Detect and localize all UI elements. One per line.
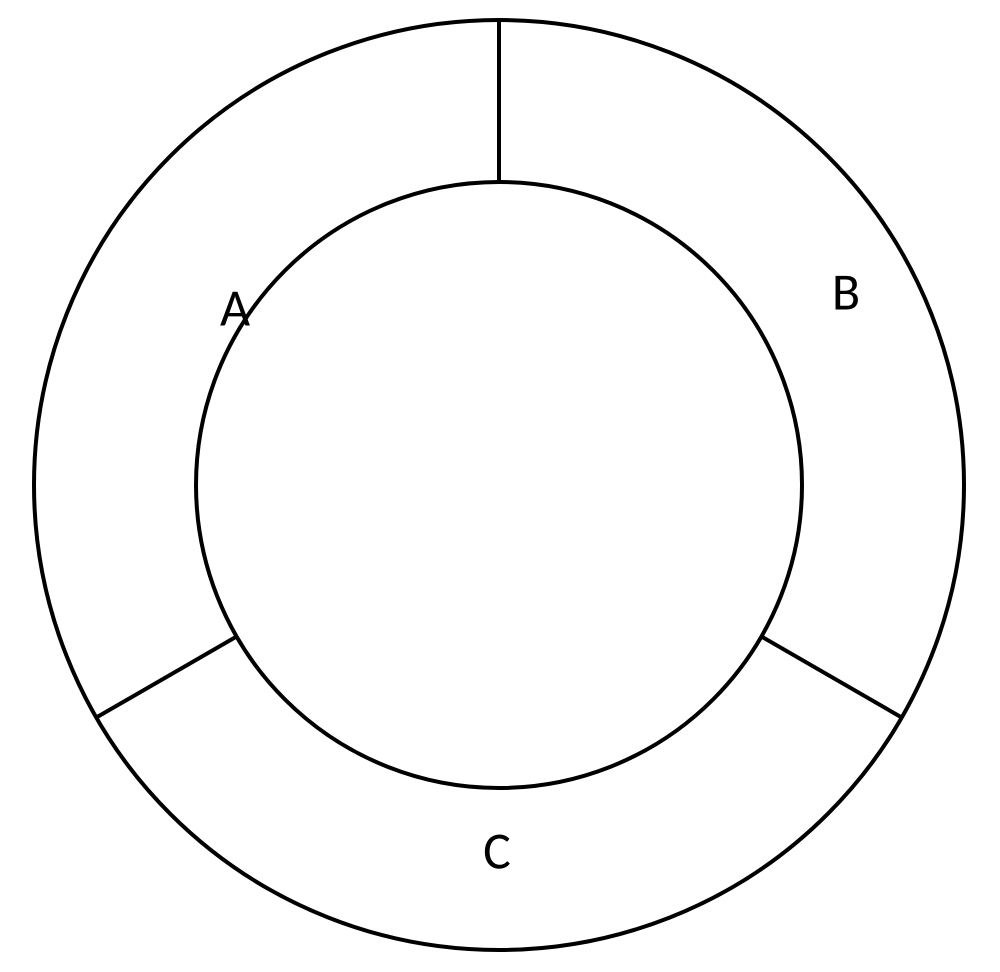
- segment-label: C: [483, 818, 511, 882]
- divider-line: [96, 637, 236, 718]
- segment-label: B: [832, 259, 860, 323]
- divider-line: [761, 637, 901, 718]
- segment-label: A: [220, 275, 250, 339]
- donut-diagram: A B C: [0, 0, 1000, 972]
- segment-labels: A B C: [220, 259, 860, 882]
- inner-circle: [196, 182, 802, 788]
